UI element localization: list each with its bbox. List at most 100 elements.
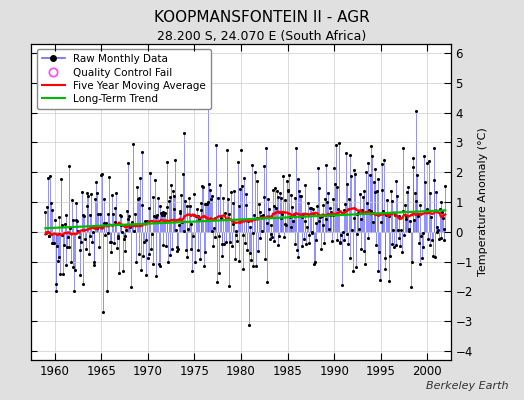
Point (395, 213, 403, 219)
Point (412, 108, 421, 114)
Point (122, 227, 130, 233)
Point (321, 162, 330, 169)
Point (431, 254, 439, 260)
Point (150, 213, 158, 219)
Point (167, 182, 176, 188)
Point (266, 236, 274, 242)
Point (237, 147, 245, 153)
Point (339, 229, 347, 235)
Point (166, 252, 174, 258)
Point (394, 227, 402, 233)
Point (194, 213, 203, 220)
Point (232, 232, 241, 238)
Point (338, 282, 346, 288)
Point (60, 242, 68, 248)
Point (332, 142, 340, 148)
Point (72, 200, 81, 206)
Point (419, 229, 427, 236)
Point (407, 284, 415, 290)
Point (342, 180, 351, 187)
Point (140, 217, 149, 224)
Point (74, 227, 82, 234)
Point (424, 236, 432, 242)
Point (192, 213, 200, 219)
Point (61, 262, 70, 268)
Point (236, 186, 245, 193)
Point (211, 233, 219, 240)
Point (305, 240, 313, 246)
Point (130, 227, 138, 234)
Point (266, 222, 275, 228)
Point (137, 202, 146, 208)
Point (141, 237, 150, 244)
Point (391, 178, 400, 184)
Point (422, 208, 430, 215)
Point (242, 191, 250, 197)
Point (247, 257, 255, 263)
Point (311, 259, 319, 266)
Y-axis label: Temperature Anomaly (°C): Temperature Anomaly (°C) (478, 128, 488, 276)
Point (379, 208, 387, 214)
Point (220, 241, 228, 247)
Point (319, 202, 328, 208)
Point (224, 283, 233, 290)
Point (169, 188, 177, 194)
Point (145, 205, 153, 211)
Point (395, 235, 403, 242)
Point (418, 255, 426, 261)
Point (303, 200, 312, 206)
Point (316, 213, 324, 220)
Point (341, 200, 350, 207)
Point (77, 238, 85, 245)
Point (423, 206, 432, 212)
Point (289, 218, 297, 225)
Point (53, 258, 62, 264)
Point (363, 200, 371, 206)
Point (52, 281, 60, 288)
Point (398, 145, 407, 151)
Point (116, 213, 125, 220)
Point (258, 212, 267, 218)
Point (363, 235, 372, 242)
Point (238, 266, 247, 272)
Point (182, 254, 191, 260)
Point (176, 210, 184, 216)
Point (111, 219, 119, 225)
Point (353, 231, 361, 237)
Point (124, 160, 132, 166)
Point (61, 220, 69, 227)
Point (214, 270, 223, 276)
Point (227, 243, 236, 249)
Point (98, 171, 106, 178)
Point (298, 214, 306, 220)
Point (185, 195, 193, 202)
Point (45, 232, 53, 239)
Point (384, 278, 392, 284)
Point (241, 239, 249, 246)
Point (152, 214, 161, 220)
Point (290, 211, 298, 217)
Point (232, 228, 240, 234)
Point (225, 211, 234, 217)
Point (421, 179, 429, 186)
Point (172, 244, 181, 250)
Point (319, 222, 327, 228)
Point (399, 208, 408, 214)
Point (105, 174, 113, 180)
Point (69, 264, 77, 270)
Point (393, 193, 401, 199)
Point (401, 202, 409, 208)
Point (314, 185, 323, 191)
Point (233, 238, 242, 244)
Point (88, 239, 96, 245)
Point (377, 219, 385, 225)
Point (70, 288, 78, 294)
Point (214, 195, 222, 201)
Point (95, 211, 104, 217)
Point (82, 203, 91, 210)
Point (256, 209, 264, 215)
Point (102, 219, 110, 226)
Point (350, 215, 358, 221)
Point (272, 205, 280, 211)
Point (154, 194, 162, 201)
